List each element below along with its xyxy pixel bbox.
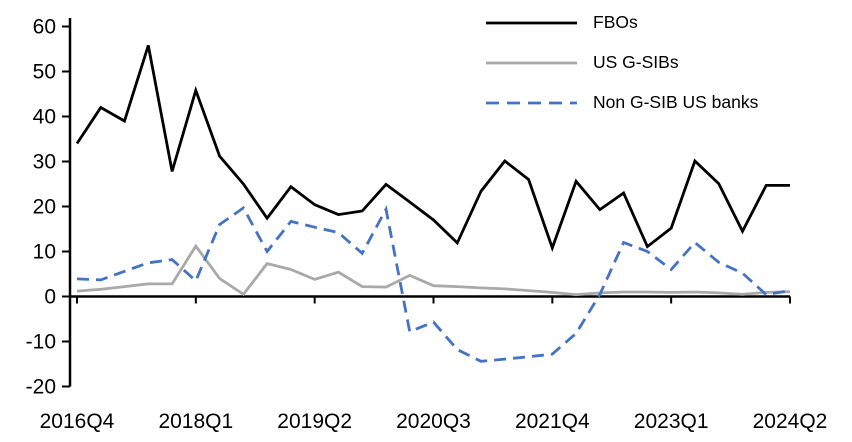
y-tick-label: 0 [44,286,56,309]
x-tick-label: 2019Q2 [277,410,352,433]
x-tick-label: 2020Q3 [396,410,471,433]
legend-label-fbos: FBOs [593,12,638,33]
legend-item-us-g-sibs: US G-SIBs [486,43,758,83]
chart-legend: FBOs US G-SIBs Non G-SIB US banks [486,3,758,123]
x-tick-label: 2024Q2 [753,410,828,433]
y-tick-label: 60 [33,16,56,39]
legend-label-non-g-sib-us-banks: Non G-SIB US banks [593,92,759,113]
series-line-non-g-sib-us-banks [76,205,791,363]
y-tick-label: -10 [26,331,56,354]
x-tick-label: 2018Q1 [158,410,233,433]
y-tick-label: 50 [33,61,56,84]
fbos-line-sample-icon [486,21,577,25]
y-tick-label: 20 [33,196,56,219]
y-tick-label: 40 [33,106,56,129]
x-tick-label: 2021Q4 [515,410,590,433]
us-g-sibs-line-sample-icon [486,61,577,65]
y-tick-label: 10 [33,241,56,264]
legend-item-fbos: FBOs [486,3,758,43]
y-tick-label: -20 [26,376,56,399]
x-tick-label: 2023Q1 [634,410,709,433]
legend-item-non-g-sib-us-banks: Non G-SIB US banks [486,83,758,123]
y-tick-label: 30 [33,151,56,174]
x-tick-label: 2016Q4 [40,410,115,433]
legend-label-us-g-sibs: US G-SIBs [593,52,679,73]
non-g-sib-us-banks-line-sample-icon [486,101,577,105]
series-line-us-g-sibs [76,243,791,297]
series-line-fbos [75,44,790,253]
